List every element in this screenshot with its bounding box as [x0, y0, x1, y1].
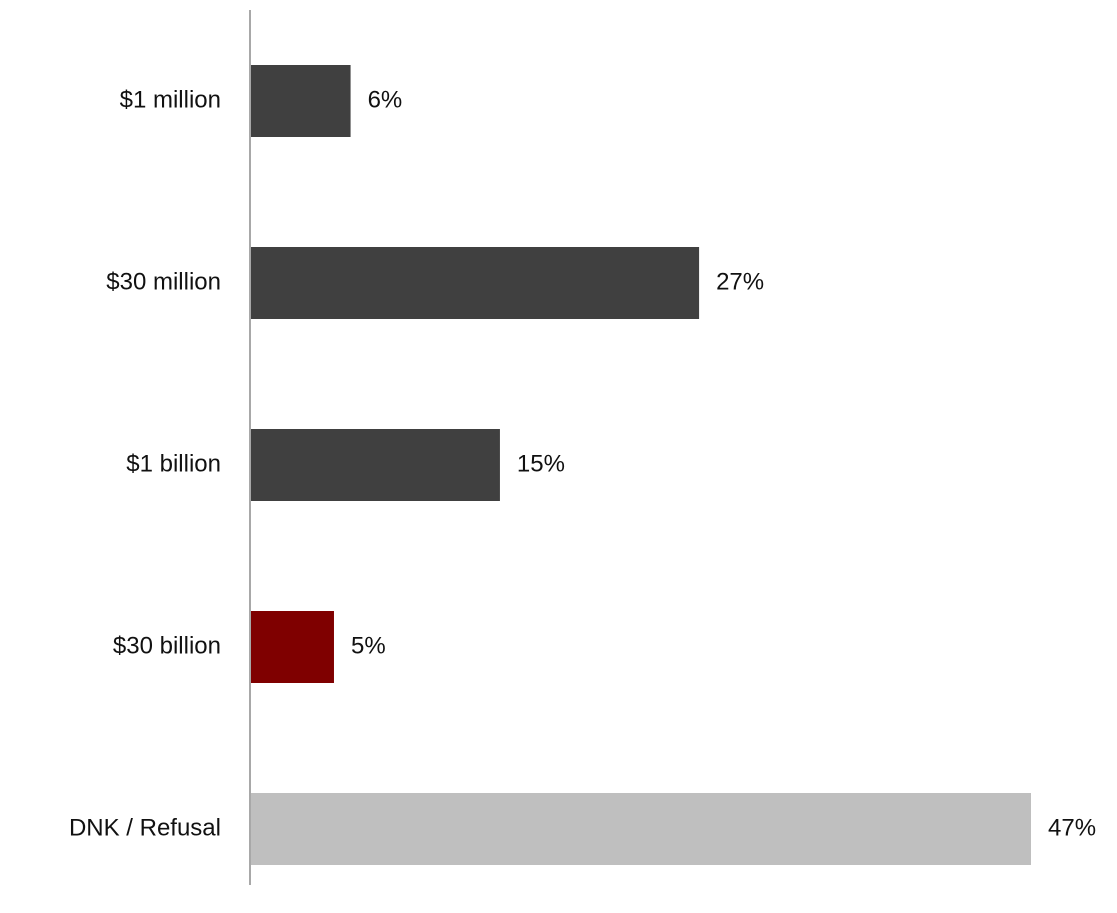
category-label-30-million: $30 million — [106, 268, 221, 295]
bar-1-million — [251, 65, 351, 137]
bar-dnk-refusal — [251, 793, 1031, 865]
value-label-1-million: 6% — [368, 86, 403, 113]
value-label-30-million: 27% — [716, 268, 764, 295]
category-label-1-billion: $1 billion — [126, 450, 221, 477]
value-label-dnk-refusal: 47% — [1048, 814, 1096, 841]
category-label-30-billion: $30 billion — [113, 632, 221, 659]
value-label-1-billion: 15% — [517, 450, 565, 477]
bar-30-million — [251, 247, 700, 319]
bar-30-billion — [251, 611, 334, 683]
value-label-30-billion: 5% — [351, 632, 386, 659]
bar-1-billion — [251, 429, 500, 501]
category-label-1-million: $1 million — [120, 86, 221, 113]
category-label-dnk-refusal: DNK / Refusal — [69, 814, 221, 841]
